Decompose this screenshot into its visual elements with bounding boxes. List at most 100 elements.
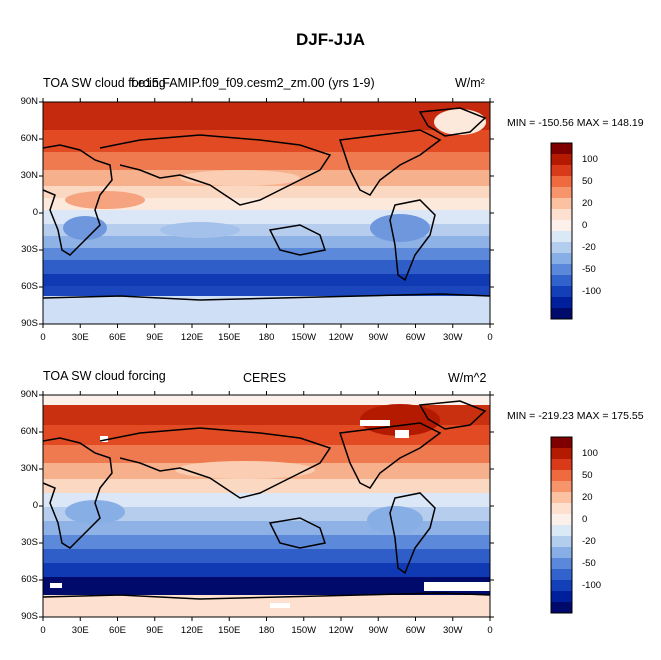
colorbar-label: -50 — [582, 263, 596, 275]
panel2-coastlines — [43, 400, 490, 600]
colorbar-segment — [551, 503, 572, 515]
lon-tick-label: 180 — [258, 625, 275, 636]
panel2-center-label: CERES — [243, 371, 287, 385]
lon-tick-label: 90W — [368, 332, 389, 343]
panel2-units: W/m^2 — [448, 371, 487, 385]
colorbar-segment — [551, 492, 572, 504]
lon-tick-label: 60E — [109, 332, 126, 343]
lon-tick-label: 150E — [218, 625, 241, 636]
lon-tick-label: 180 — [258, 332, 275, 343]
lon-tick-label: 120E — [180, 332, 204, 343]
panel1-field — [43, 102, 490, 324]
colorbar-segment — [551, 602, 572, 614]
lat-tick-label: 30N — [20, 463, 38, 474]
colorbar-segment — [551, 459, 572, 471]
lat-tick-label: 60N — [20, 133, 38, 144]
lat-tick-label: 60S — [21, 281, 38, 292]
lon-tick-label: 0 — [487, 625, 493, 636]
colorbar-frame — [550, 142, 573, 320]
lon-tick-label: 60E — [109, 625, 126, 636]
lat-tick-label: 60N — [20, 426, 38, 437]
colorbar-segment — [551, 558, 572, 570]
lon-tick-label: 120E — [180, 625, 204, 636]
colorbar-segment — [551, 176, 572, 188]
lon-tick-label: 30W — [442, 625, 463, 636]
colorbar-segment — [551, 143, 572, 155]
colorbar-segment — [551, 569, 572, 581]
colorbar-segment — [551, 297, 572, 309]
colorbar-label: 0 — [582, 513, 588, 525]
panel2-colorbar — [550, 436, 573, 614]
panel1-units: W/m² — [455, 76, 485, 90]
colorbar-label: -100 — [582, 579, 602, 591]
colorbar-label: 20 — [582, 491, 593, 503]
panel1-colorbar — [550, 142, 573, 320]
lon-tick-label: 150E — [218, 332, 241, 343]
lat-tick-label: 90N — [20, 96, 38, 107]
colorbar-segment — [551, 209, 572, 221]
panel1-stats: MIN = -150.56 MAX = 148.19 — [507, 117, 644, 129]
colorbar-segment — [551, 220, 572, 232]
colorbar-label: 50 — [582, 175, 593, 187]
lon-tick-label: 60W — [405, 332, 426, 343]
colorbar-label: 0 — [582, 219, 588, 231]
lon-tick-label: 150W — [291, 332, 317, 343]
lon-tick-label: 120W — [328, 625, 354, 636]
colorbar-label: -50 — [582, 557, 596, 569]
colorbar-label: 20 — [582, 197, 593, 209]
lon-tick-label: 90E — [146, 332, 164, 343]
colorbar-segment — [551, 165, 572, 177]
panel2-ticks — [39, 391, 494, 621]
panel2-stats: MIN = -219.23 MAX = 175.55 — [507, 410, 644, 422]
colorbar-label: 50 — [582, 469, 593, 481]
colorbar-segment — [551, 198, 572, 210]
colorbar-segment — [551, 470, 572, 482]
lon-tick-label: 0 — [40, 625, 46, 636]
panel1-coastlines — [43, 107, 490, 301]
colorbar-label: 100 — [582, 153, 598, 165]
panel2-left-label: TOA SW cloud forcing — [43, 369, 166, 383]
lat-tick-label: 60S — [21, 574, 38, 585]
lon-tick-label: 30E — [71, 332, 89, 343]
colorbar-segment — [551, 525, 572, 537]
colorbar-segment — [551, 242, 572, 254]
colorbar-segment — [551, 154, 572, 166]
lat-tick-label: 30S — [21, 244, 38, 255]
lon-tick-label: 150W — [291, 625, 317, 636]
lon-tick-label: 60W — [405, 625, 426, 636]
colorbar-segment — [551, 536, 572, 548]
panel1-ticks — [39, 98, 494, 328]
lon-tick-label: 30E — [71, 625, 89, 636]
colorbar-segment — [551, 286, 572, 298]
colorbar-frame — [550, 436, 573, 614]
colorbar-label: 100 — [582, 447, 598, 459]
colorbar-segment — [551, 264, 572, 276]
lon-tick-label: 90E — [146, 625, 164, 636]
colorbar-segment — [551, 253, 572, 265]
panel1-left-label: TOA SW cloud forcing — [43, 76, 166, 90]
lat-tick-label: 0 — [32, 207, 38, 218]
lon-tick-label: 0 — [487, 332, 493, 343]
lon-tick-label: 90W — [368, 625, 389, 636]
colorbar-label: -20 — [582, 535, 596, 547]
lat-tick-label: 90N — [20, 389, 38, 400]
lon-tick-label: 120W — [328, 332, 354, 343]
colorbar-segment — [551, 580, 572, 592]
panel2-field — [43, 395, 490, 617]
lat-tick-label: 30N — [20, 170, 38, 181]
colorbar-segment — [551, 591, 572, 603]
lat-tick-label: 30S — [21, 537, 38, 548]
colorbar-segment — [551, 547, 572, 559]
lon-tick-label: 0 — [40, 332, 46, 343]
lat-tick-label: 90S — [21, 318, 38, 329]
colorbar-segment — [551, 448, 572, 460]
colorbar-label: -100 — [582, 285, 602, 297]
colorbar-segment — [551, 514, 572, 526]
lat-tick-label: 0 — [32, 500, 38, 511]
colorbar-segment — [551, 481, 572, 493]
lon-tick-label: 30W — [442, 332, 463, 343]
